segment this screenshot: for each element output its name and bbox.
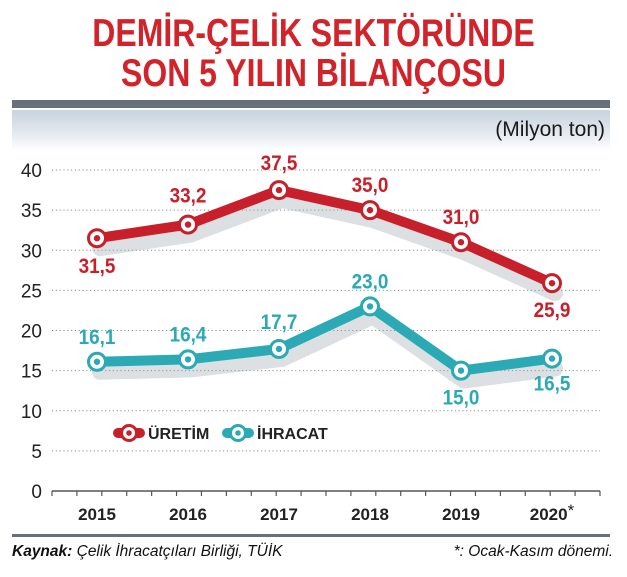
data-label: 15,0: [443, 387, 480, 410]
y-tick-label: 20: [21, 322, 42, 343]
y-tick-label: 15: [21, 362, 42, 383]
y-tick-label: 30: [21, 241, 42, 262]
data-point-center: [93, 358, 101, 365]
x-tick-label: 2016: [169, 505, 207, 524]
data-label: 37,5: [261, 152, 298, 175]
data-label: 33,2: [170, 185, 207, 208]
source-text: Çelik İhracatçıları Birliği, TÜİK: [72, 543, 283, 560]
series-line-uretim: [92, 185, 557, 289]
data-point-center: [457, 367, 465, 374]
legend-item-ihracat-marker-center: [235, 430, 241, 436]
data-point-center: [548, 279, 556, 287]
y-tick-label: 35: [21, 201, 42, 222]
y-tick-label: 40: [21, 161, 42, 182]
y-tick-label: 5: [31, 442, 42, 463]
data-label: 17,7: [261, 311, 298, 334]
x-tick-label: 2015: [78, 505, 116, 524]
data-point-center: [457, 239, 465, 246]
data-point-center: [184, 356, 192, 363]
series-shadow: [92, 192, 563, 302]
data-label: 25,9: [534, 299, 571, 322]
source-note: Kaynak: Çelik İhracatçıları Birliği, TÜİ…: [12, 543, 282, 561]
legend-item-uretim-label: ÜRETİM: [148, 424, 209, 443]
series-line-ihracat: [92, 301, 557, 376]
source-label: Kaynak:: [12, 543, 73, 560]
data-label: 35,0: [352, 174, 389, 197]
data-label: 31,0: [443, 206, 480, 229]
x-tick-label: 2017: [260, 505, 298, 524]
period-note: *: Ocak-Kasım dönemi.: [453, 543, 613, 560]
x-tick-label: 2020*: [530, 501, 575, 524]
data-label: 31,5: [79, 255, 116, 278]
legend-item-uretim-marker-center: [126, 430, 132, 436]
x-tick-label: 2018: [351, 505, 389, 524]
data-point-center: [366, 303, 374, 310]
y-tick-label: 25: [21, 281, 42, 302]
unit-label: (Milyon ton): [495, 118, 605, 141]
data-point-center: [366, 206, 374, 214]
x-tick-label: 2019: [442, 505, 480, 524]
series-shadow: [92, 308, 563, 389]
data-label: 16,4: [170, 324, 207, 347]
chart-title-line-2: SON 5 YILIN BİLANÇOSU: [120, 52, 506, 95]
data-point-center: [275, 345, 283, 353]
data-point-center: [184, 221, 192, 228]
data-label: 16,5: [534, 373, 571, 396]
header-band: [12, 100, 610, 108]
legend-item-ihracat-label: İHRACAT: [257, 425, 328, 443]
footer-band: [12, 534, 610, 537]
y-tick-label: 10: [21, 402, 42, 423]
data-label: 16,1: [79, 326, 116, 349]
data-point-center: [548, 355, 556, 362]
y-tick-label: 0: [31, 482, 42, 503]
header-panel: [12, 110, 610, 150]
data-point-center: [93, 235, 101, 242]
data-label: 23,0: [352, 271, 389, 294]
chart-title-line-1: DEMİR-ÇELİK SEKTÖRÜNDE: [92, 12, 535, 55]
data-point-center: [275, 186, 283, 194]
